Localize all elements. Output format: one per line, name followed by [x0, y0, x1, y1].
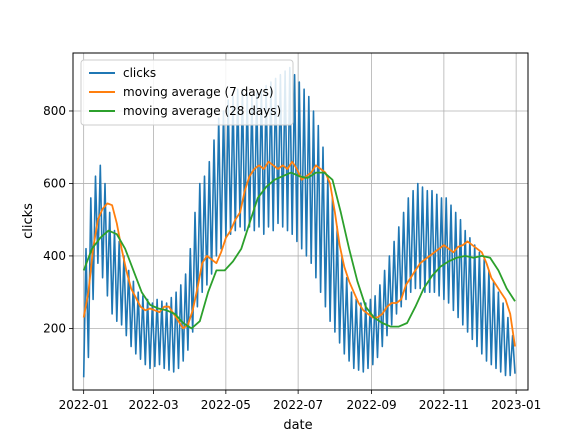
x-tick-label: 2022-03 — [129, 398, 179, 412]
x-tick-label: 2022-01 — [59, 398, 109, 412]
x-tick-label: 2022-07 — [273, 398, 323, 412]
y-tick-label: 200 — [43, 321, 66, 335]
series-lines — [82, 66, 516, 378]
y-tick-label: 600 — [43, 176, 66, 190]
x-tick-label: 2022-05 — [201, 398, 251, 412]
x-tick-label: 2023-01 — [491, 398, 541, 412]
y-tick-label: 400 — [43, 249, 66, 263]
legend-label-1: moving average (7 days) — [123, 85, 274, 99]
legend-label-2: moving average (28 days) — [123, 104, 281, 118]
y-axis-label: clicks — [21, 203, 36, 239]
y-tick-label: 800 — [43, 104, 66, 118]
x-axis-ticks: 2022-01 2022-03 2022-05 2022-07 2022-09 2022-… — [59, 390, 541, 412]
x-tick-label: 2022-09 — [347, 398, 397, 412]
y-axis-ticks: 200 400 600 800 — [43, 104, 73, 335]
x-tick-label: 2022-11 — [419, 398, 469, 412]
series-line-1 — [82, 160, 516, 347]
x-axis-label: date — [283, 418, 312, 433]
legend: clicks moving average (7 days) moving aver… — [80, 59, 294, 126]
plot-frame — [72, 52, 529, 391]
legend-box — [80, 59, 294, 126]
series-line-2 — [82, 171, 516, 330]
legend-label-0: clicks — [123, 66, 156, 80]
